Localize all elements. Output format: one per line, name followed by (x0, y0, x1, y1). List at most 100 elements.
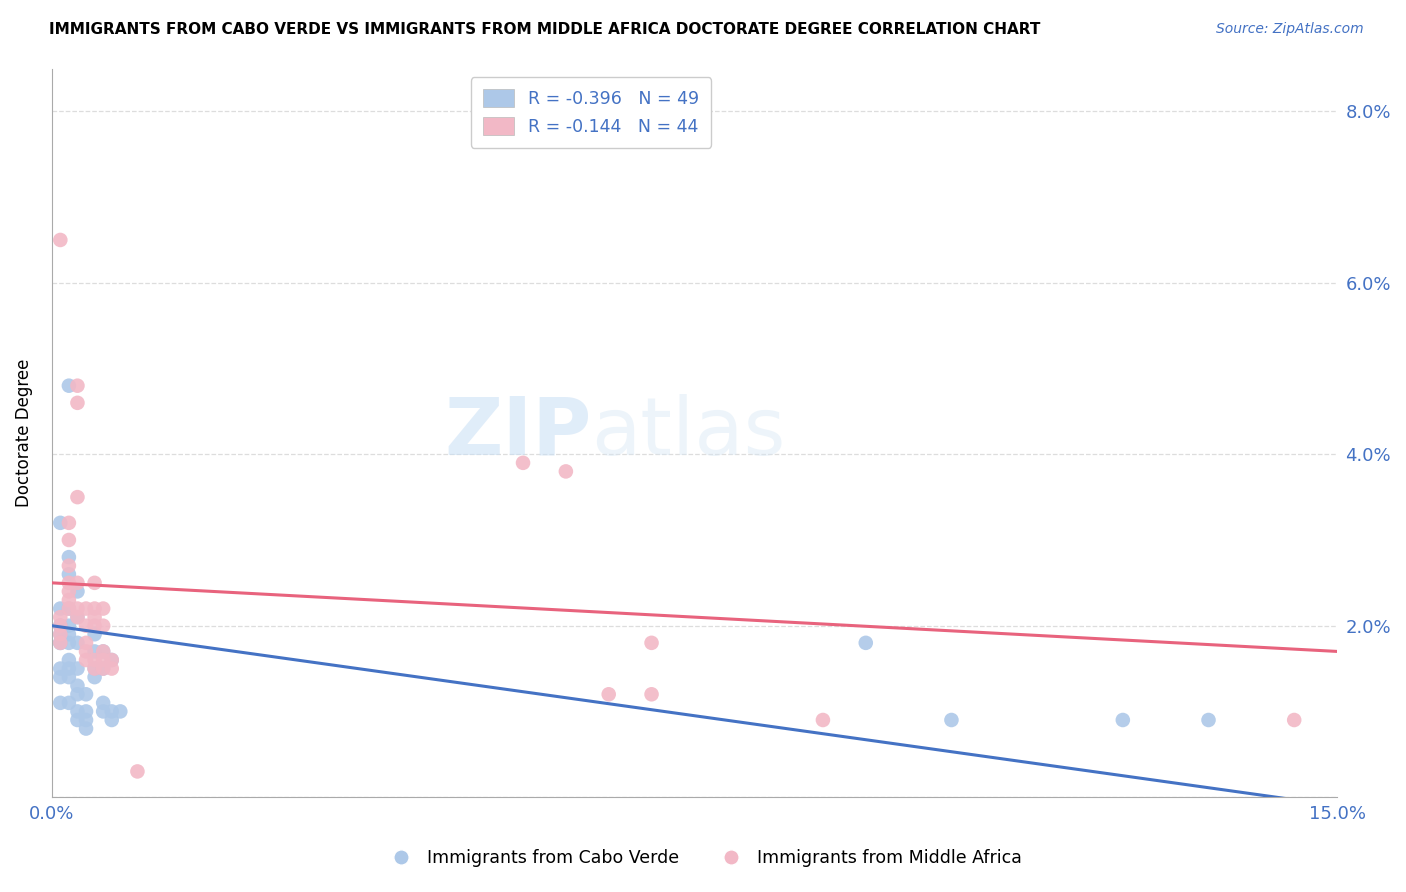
Point (1282, 713, 1305, 727)
Point (58, 662, 80, 676)
Point (83, 653, 105, 667)
Point (512, 456, 534, 470)
Point (91, 696, 114, 710)
Point (100, 653, 122, 667)
Point (58, 636, 80, 650)
Point (49, 601, 72, 615)
Legend: R = -0.396   N = 49, R = -0.144   N = 44: R = -0.396 N = 49, R = -0.144 N = 44 (471, 78, 711, 148)
Point (66, 396, 89, 410)
Point (640, 636, 662, 650)
Point (83, 601, 105, 615)
Point (66, 490, 89, 504)
Point (49, 662, 72, 676)
Point (66, 679, 89, 693)
Point (83, 644, 105, 658)
Point (58, 558, 80, 573)
Point (91, 705, 114, 719)
Point (58, 653, 80, 667)
Point (49, 618, 72, 632)
Point (66, 687, 89, 701)
Point (75, 644, 97, 658)
Point (58, 670, 80, 684)
Point (58, 575, 80, 590)
Point (83, 627, 105, 641)
Point (855, 636, 877, 650)
Point (100, 705, 122, 719)
Point (58, 601, 80, 615)
Point (66, 610, 89, 624)
Point (66, 705, 89, 719)
Point (640, 687, 662, 701)
Point (83, 662, 105, 676)
Point (58, 618, 80, 632)
Point (83, 618, 105, 632)
Text: atlas: atlas (592, 394, 786, 472)
Point (49, 610, 72, 624)
Point (83, 670, 105, 684)
Point (49, 636, 72, 650)
Text: ZIP: ZIP (444, 394, 592, 472)
Point (75, 722, 97, 736)
Point (49, 696, 72, 710)
Point (49, 627, 72, 641)
Point (49, 636, 72, 650)
Point (75, 618, 97, 632)
Point (66, 378, 89, 392)
Point (66, 636, 89, 650)
Point (58, 516, 80, 530)
Point (58, 567, 80, 582)
Point (75, 713, 97, 727)
Point (941, 713, 963, 727)
Point (91, 644, 114, 658)
Point (58, 378, 80, 392)
Point (75, 705, 97, 719)
Point (66, 610, 89, 624)
Point (91, 653, 114, 667)
Point (49, 636, 72, 650)
Point (75, 601, 97, 615)
Text: IMMIGRANTS FROM CABO VERDE VS IMMIGRANTS FROM MIDDLE AFRICA DOCTORATE DEGREE COR: IMMIGRANTS FROM CABO VERDE VS IMMIGRANTS… (49, 22, 1040, 37)
Point (75, 653, 97, 667)
Point (91, 644, 114, 658)
Point (100, 662, 122, 676)
Point (91, 601, 114, 615)
Point (49, 618, 72, 632)
Point (110, 705, 132, 719)
Point (58, 696, 80, 710)
Point (91, 662, 114, 676)
Point (58, 593, 80, 607)
Point (75, 687, 97, 701)
Point (91, 618, 114, 632)
Legend: Immigrants from Cabo Verde, Immigrants from Middle Africa: Immigrants from Cabo Verde, Immigrants f… (377, 843, 1029, 874)
Point (83, 575, 105, 590)
Point (1198, 713, 1220, 727)
Point (66, 713, 89, 727)
Point (66, 575, 89, 590)
Point (598, 687, 620, 701)
Point (49, 670, 72, 684)
Point (49, 618, 72, 632)
Point (83, 662, 105, 676)
Point (83, 610, 105, 624)
Point (58, 550, 80, 565)
Point (49, 233, 72, 247)
Point (100, 653, 122, 667)
Point (58, 533, 80, 547)
Point (58, 627, 80, 641)
Point (49, 627, 72, 641)
Point (66, 584, 89, 599)
Point (811, 713, 834, 727)
Point (554, 464, 576, 478)
Point (66, 662, 89, 676)
Point (127, 764, 149, 779)
Point (100, 713, 122, 727)
Point (75, 636, 97, 650)
Text: Source: ZipAtlas.com: Source: ZipAtlas.com (1216, 22, 1364, 37)
Point (58, 584, 80, 599)
Point (66, 601, 89, 615)
Point (58, 601, 80, 615)
Point (91, 662, 114, 676)
Point (1112, 713, 1135, 727)
Y-axis label: Doctorate Degree: Doctorate Degree (15, 359, 32, 507)
Point (49, 516, 72, 530)
